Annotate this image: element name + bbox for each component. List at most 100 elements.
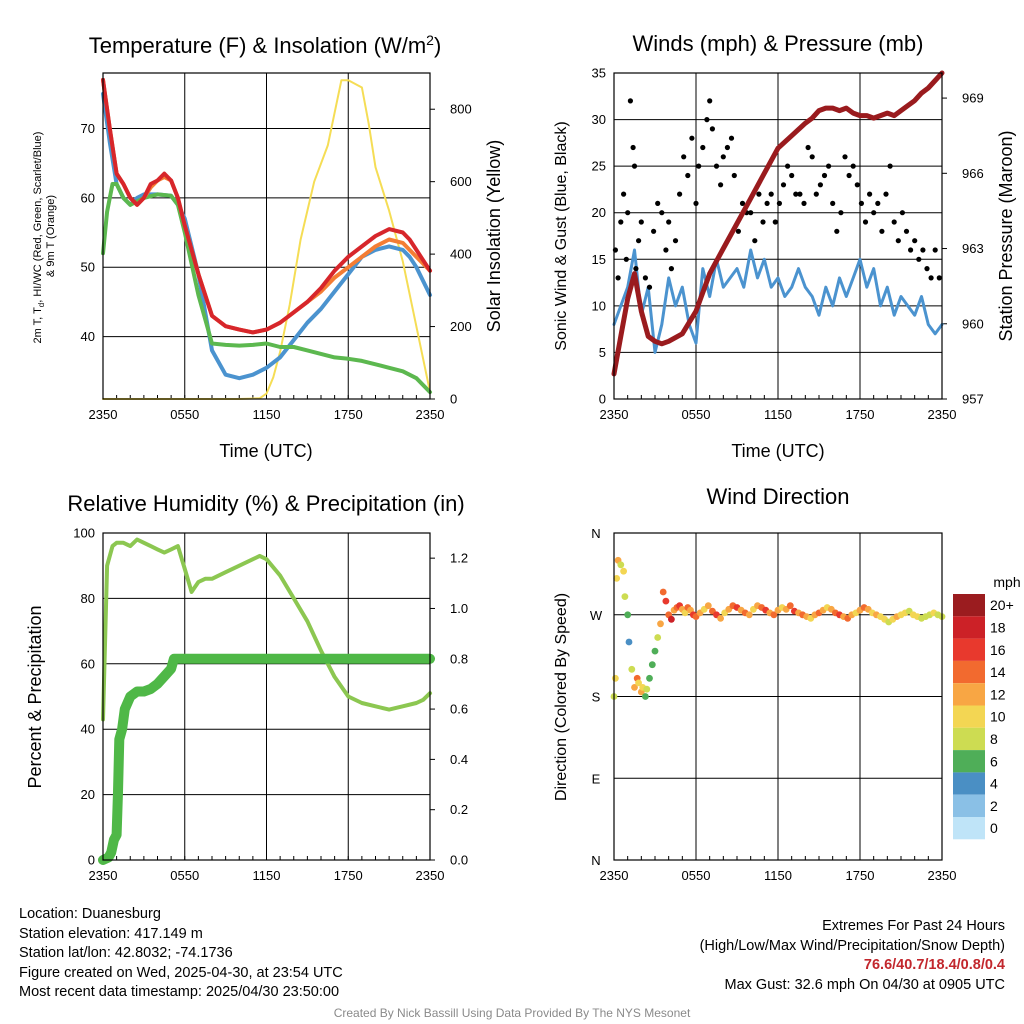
gust-point [891,219,897,225]
legend-swatch [953,750,985,773]
direction-point [642,693,649,700]
temp-x-tick-label: 1750 [334,407,363,422]
gust-point [809,154,815,160]
legend-swatch [953,616,985,639]
dir-x-tick-label: 2350 [928,868,957,883]
rh-y-tick-label: 60 [81,656,95,671]
legend-label: 6 [990,753,998,769]
rh-y2-tick-label: 1.2 [450,551,468,566]
dir-y-tick-label: W [590,608,603,623]
dir-plot-border [613,532,943,861]
temp-y-tick-label: 50 [81,260,95,275]
direction-point [646,674,653,682]
gust-point [826,163,832,169]
wind-y-tick-label: 30 [592,112,606,127]
dir-y-tick-label: N [591,526,600,541]
gust-point [668,266,675,272]
gust-point [659,210,665,216]
legend-label: 16 [990,642,1006,658]
gust-point [867,191,873,197]
legend-swatch [953,705,985,728]
wind-panel-title: Winds (mph) & Pressure (mb) [633,31,924,56]
gust-point [895,238,901,244]
direction-point [668,615,675,623]
rh-y-label-left: Percent & Precipitation [25,605,45,788]
extremes-info: Extremes For Past 24 Hours (High/Low/Max… [700,917,1005,995]
temp-series-air_temp [101,77,432,335]
legend-swatch [953,638,985,661]
gust-point [615,275,621,281]
legend-label: 12 [990,686,1006,702]
gust-point [764,200,770,206]
rh-y-tick-label: 0 [88,853,95,868]
rh-y2-tick-label: 0.0 [450,853,468,868]
wind-y2-tick-label: 969 [962,91,984,106]
dir-x-tick-label: 2350 [600,868,629,883]
wind-y2-tick-label: 960 [962,316,984,331]
gust-point [646,284,653,290]
legend-swatch [953,817,985,840]
wind-y2-tick-label: 966 [962,166,984,181]
gust-point [655,200,661,206]
gust-point [638,219,644,225]
direction-point [612,674,619,682]
gust-point [685,172,691,179]
wind-y-tick-label: 20 [592,205,606,220]
gust-point [625,210,631,216]
temp-y2-tick-label: 200 [450,319,472,334]
gust-point [739,200,746,206]
gust-point [642,275,649,281]
gust-point [903,228,910,234]
gust-point [772,219,778,225]
wind-x-tick-label: 2350 [928,407,957,422]
rh-y-tick-label: 80 [81,591,95,606]
legend-label: 18 [990,619,1006,635]
gust-point [748,210,754,216]
gust-point [681,154,687,160]
gust-point [936,275,942,281]
temp-y2-tick-label: 0 [450,392,457,407]
gust-point [793,191,799,197]
gust-point [887,163,893,169]
temp-series-dewpoint [101,91,432,381]
rh-y2-tick-label: 0.8 [450,651,468,666]
dir-x-tick-label: 0550 [682,868,711,883]
direction-point [625,638,633,646]
gust-point [879,228,885,234]
gust-point [627,98,634,104]
gust-point [735,228,742,234]
gust-point [707,98,713,104]
gust-point [713,163,720,169]
direction-point [745,611,753,619]
wind-y-tick-label: 10 [592,298,606,313]
wind-speed-line [612,248,944,354]
dir-x-tick-label: 1750 [846,868,875,883]
pressure-line [611,70,945,377]
temp-y-tick-label: 70 [81,121,95,136]
direction-point [651,647,659,655]
wind-direction-panel: Wind Direction Direction (Colored By Spe… [553,484,1021,883]
legend-swatch [953,594,985,617]
rh-line [101,537,432,722]
gust-point [871,210,877,216]
rh-y2-tick-label: 0.2 [450,802,468,817]
gust-point [797,191,803,197]
direction-point [717,615,724,622]
wind-x-tick-label: 1750 [846,407,875,422]
rh-panel-title: Relative Humidity (%) & Precipitation (i… [67,491,464,516]
rh-y-tick-label: 40 [81,722,95,737]
wind-y2-tick-label: 957 [962,392,984,407]
direction-point [704,602,712,610]
direction-point [654,634,662,641]
wind-y-label-right: Station Pressure (Maroon) [996,130,1016,341]
gust-point [805,144,811,151]
gust-point [666,219,672,225]
wind-y-tick-label: 35 [592,66,606,81]
rh-y2-tick-label: 0.6 [450,702,468,717]
temp-x-tick-label: 2350 [416,407,445,422]
direction-point [628,665,636,673]
dir-y-label-left: Direction (Colored By Speed) [553,593,570,801]
gust-point [700,144,706,151]
gust-point [834,228,840,234]
gust-point [720,154,726,160]
